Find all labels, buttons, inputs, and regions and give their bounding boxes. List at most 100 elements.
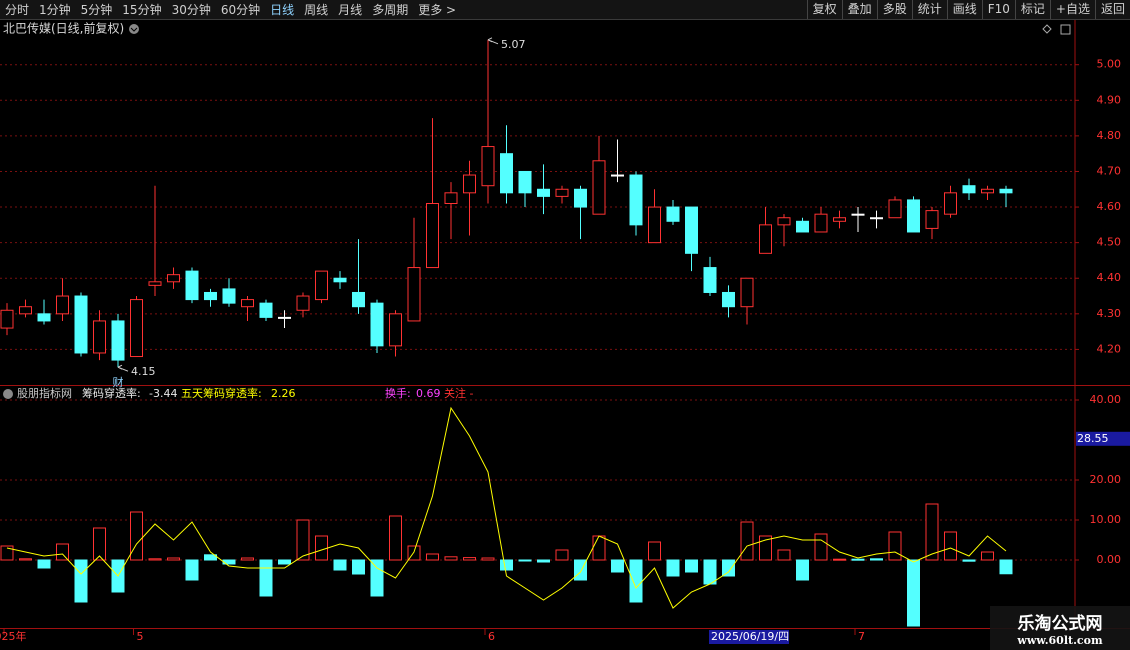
candle-body <box>888 199 902 219</box>
period-tab[interactable]: 30分钟 <box>171 3 211 17</box>
tool-button[interactable]: 画线 <box>946 0 982 19</box>
tool-button[interactable]: +自选 <box>1049 0 1095 19</box>
focus-label: 关注 - <box>444 386 473 400</box>
candle-body <box>981 188 994 194</box>
bar <box>907 559 920 627</box>
turnover-label: 换手: <box>385 386 411 400</box>
bar <box>500 559 513 571</box>
y-tick-label: 20.00 <box>1090 473 1122 486</box>
bar <box>37 559 51 569</box>
candle-body <box>241 299 254 308</box>
min-pointer <box>117 364 129 372</box>
period-tab[interactable]: 月线 <box>338 3 363 17</box>
candle-body <box>833 217 846 222</box>
candle-body <box>740 277 754 308</box>
cursor-value-label: 28.55 <box>1077 432 1109 445</box>
period-tab[interactable]: 多周期 <box>372 3 409 17</box>
bar <box>463 557 476 561</box>
bar <box>167 557 180 561</box>
bar <box>740 521 754 561</box>
bar <box>592 535 606 561</box>
legend-label: 五天筹码穿透率: <box>181 386 262 400</box>
line-series <box>6 406 1007 609</box>
max-pointer <box>487 37 499 45</box>
period-tab[interactable]: 周线 <box>304 3 329 17</box>
bar <box>555 549 569 561</box>
x-tick-label: 2025年 <box>0 629 27 643</box>
candle-body <box>685 206 698 254</box>
bar <box>796 559 809 581</box>
tool-button[interactable]: 多股 <box>876 0 912 19</box>
tool-button[interactable]: 复权 <box>806 0 842 19</box>
bar <box>629 559 643 603</box>
y-tick-label: 4.90 <box>1097 93 1122 106</box>
bar <box>888 531 902 561</box>
bar <box>370 559 384 597</box>
bar <box>259 559 273 597</box>
candle-body <box>204 291 217 301</box>
tool-button[interactable]: 统计 <box>911 0 947 19</box>
background <box>0 20 1130 650</box>
candle-body <box>518 170 532 194</box>
diamond-icon[interactable] <box>1042 24 1052 34</box>
legend-label: 筹码穿透率: <box>82 386 141 400</box>
bar <box>296 519 310 561</box>
bar <box>777 549 791 561</box>
bar <box>426 553 439 561</box>
x-tick-label: 5 <box>137 630 144 643</box>
candle-body <box>944 192 957 215</box>
indicator-dropdown[interactable] <box>3 389 13 399</box>
candle-body <box>278 316 291 319</box>
tool-button[interactable]: 叠加 <box>841 0 877 19</box>
period-tabs: 分时 1分钟 5分钟 15分钟 30分钟 60分钟 日线 周线 月线 多周期 更多 > <box>0 0 461 19</box>
watermark-url: www.60lt.com <box>1017 634 1103 647</box>
period-tab[interactable]: 5分钟 <box>80 3 113 17</box>
bar <box>833 558 846 561</box>
period-tab[interactable]: 日线 <box>270 3 295 17</box>
tool-button[interactable]: 返回 <box>1094 0 1130 19</box>
bar <box>611 559 624 573</box>
watermark: 乐淘公式网 www.60lt.com <box>990 606 1130 650</box>
bar <box>981 551 994 561</box>
candle-body <box>296 295 310 311</box>
legend-value: -3.44 <box>149 387 177 400</box>
candle-body <box>352 291 365 308</box>
candle-body <box>907 199 920 233</box>
bar <box>130 511 143 561</box>
period-tab[interactable]: 1分钟 <box>39 3 71 17</box>
candle-body <box>463 174 476 194</box>
dropdown-arrow <box>130 27 138 32</box>
y-tick-label: 40.00 <box>1090 393 1122 406</box>
candle-body <box>0 309 14 329</box>
stock-title: 北巴传媒(日线,前复权) <box>3 21 124 36</box>
dropdown-icon <box>129 24 139 34</box>
candle-body <box>796 220 809 233</box>
y-tick-label: 5.00 <box>1097 58 1122 71</box>
window-icon[interactable] <box>1060 24 1071 35</box>
candle-body <box>648 206 661 244</box>
y-tick-label: 4.40 <box>1097 271 1122 284</box>
bar <box>93 527 106 561</box>
bar <box>74 559 88 603</box>
candle-body <box>481 146 495 187</box>
period-tab[interactable]: 更多 > <box>418 3 457 17</box>
bar <box>352 559 365 575</box>
candle-body <box>629 174 643 226</box>
x-tick-label: 2025/06/19/四 <box>711 630 789 643</box>
tool-button[interactable]: F10 <box>981 0 1015 19</box>
candle-body <box>777 217 791 226</box>
candle-body <box>555 188 569 197</box>
candle-body <box>574 188 587 208</box>
period-tab[interactable]: 60分钟 <box>220 3 261 17</box>
period-tab[interactable]: 15分钟 <box>122 3 162 17</box>
y-tick-label: 10.00 <box>1090 513 1122 526</box>
candle-body <box>500 153 513 194</box>
candle-body <box>259 302 273 318</box>
candle-body <box>814 213 828 233</box>
candle-body <box>426 203 439 269</box>
tool-button[interactable]: 标记 <box>1014 0 1050 19</box>
candle-body <box>851 213 865 216</box>
period-tab[interactable]: 分时 <box>5 3 30 17</box>
